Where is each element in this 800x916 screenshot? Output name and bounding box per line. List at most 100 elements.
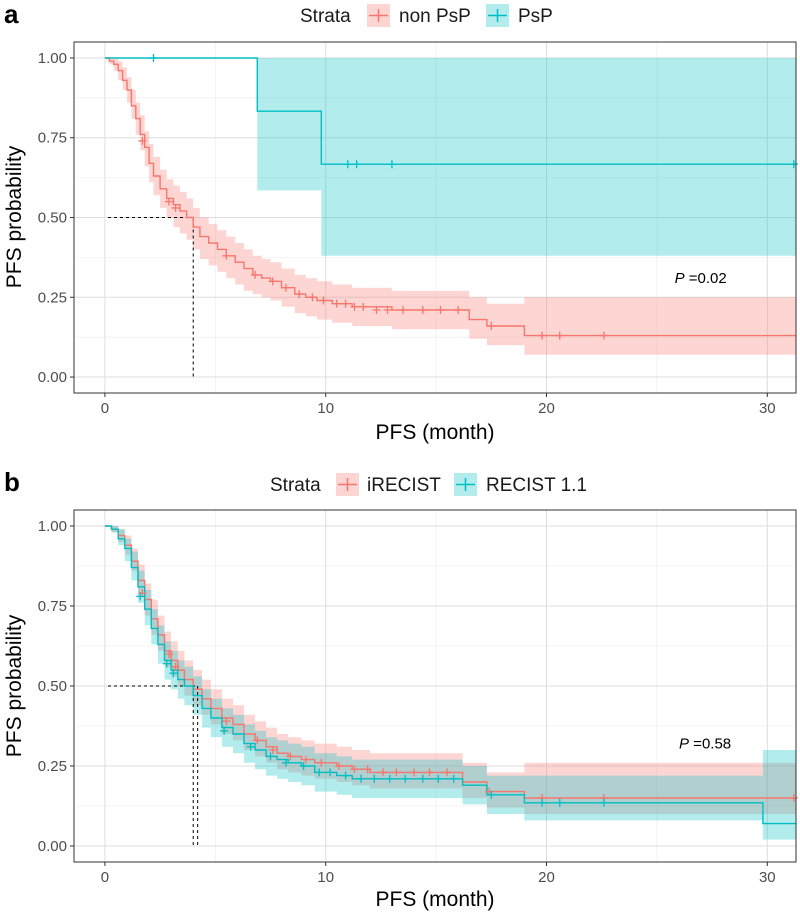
- series-line-0: [104, 525, 796, 799]
- panel-b-bands: [104, 526, 796, 840]
- censor-mark: [295, 290, 304, 299]
- panel-b-legend-title: Strata: [270, 475, 321, 496]
- series-line-1: [104, 57, 796, 165]
- censor-mark: [251, 270, 260, 279]
- censor-mark: [308, 293, 317, 302]
- censor-mark: [281, 283, 290, 292]
- censor-mark: [268, 277, 277, 286]
- y-tick-label: 0.00: [38, 369, 67, 386]
- censor-mark: [341, 299, 350, 308]
- censor-mark: [350, 765, 359, 774]
- x-tick-label: 20: [538, 400, 555, 417]
- censor-mark: [487, 790, 496, 799]
- panel-b-label: b: [4, 467, 20, 497]
- censor-mark: [343, 160, 352, 169]
- censor-mark: [220, 726, 229, 735]
- censor-mark: [418, 774, 427, 783]
- x-tick-label: 0: [101, 869, 109, 886]
- censor-mark: [443, 768, 452, 777]
- censor-mark: [418, 306, 427, 315]
- y-tick-label: 0.25: [38, 289, 67, 306]
- panel-b-curves: [104, 525, 796, 825]
- panel-a-x-axis-title: PFS (month): [375, 421, 494, 444]
- legend-key-recist: [454, 473, 477, 496]
- panel-b-y-axis-title: PFS probability: [3, 614, 26, 757]
- panel-a-median-lines: [108, 217, 194, 378]
- censor-mark: [436, 306, 445, 315]
- legend-key-irecist: [336, 473, 359, 496]
- panel-b-p-value: P =0.58: [679, 736, 731, 753]
- censor-mark: [454, 306, 463, 315]
- legend-label-psp: PsP: [518, 6, 553, 27]
- y-tick-label: 0.75: [38, 130, 67, 147]
- censor-mark: [359, 302, 368, 311]
- confidence-band-0: [104, 526, 796, 814]
- panel-a-axes: 0.00 0.25 0.50 0.75 1.00 0 10 20 30: [38, 50, 776, 417]
- censor-mark: [352, 160, 361, 169]
- censor-mark: [332, 299, 341, 308]
- panel-a-p-value: P =0.02: [675, 270, 727, 287]
- censor-mark: [398, 306, 407, 315]
- y-tick-label: 0.25: [38, 758, 67, 775]
- legend-label-non-psp: non PsP: [399, 6, 471, 27]
- censor-mark: [315, 768, 324, 777]
- panel-a-p-text: =0.02: [685, 270, 727, 287]
- censor-mark: [319, 296, 328, 305]
- panel-a-curves: [104, 57, 796, 337]
- panel-a-p-symbol: P: [675, 270, 685, 287]
- panel-b-p-text: =0.58: [689, 736, 731, 753]
- censor-mark: [246, 742, 255, 751]
- y-tick-label: 1.00: [38, 50, 67, 67]
- censor-mark: [341, 771, 350, 780]
- panel-b-axes: 0.00 0.25 0.50 0.75 1.00 0 10 20 30: [38, 518, 776, 886]
- y-tick-label: 0.75: [38, 598, 67, 615]
- censor-mark: [164, 197, 173, 206]
- series-line-0: [104, 57, 796, 337]
- panel-b-censor-marks: [136, 589, 798, 807]
- censor-mark: [171, 662, 180, 671]
- confidence-band-1: [104, 58, 796, 256]
- censor-mark: [301, 755, 310, 764]
- y-tick-label: 0.00: [38, 838, 67, 855]
- censor-mark: [363, 765, 372, 774]
- series-line-1: [104, 525, 796, 825]
- censor-mark: [538, 798, 547, 807]
- censor-mark: [372, 306, 381, 315]
- panel-b: b Strata iRECIST RECIST 1.1 P =0.58 0.00…: [3, 467, 798, 911]
- x-tick-label: 20: [538, 869, 555, 886]
- censor-mark: [370, 774, 379, 783]
- x-tick-label: 30: [759, 869, 776, 886]
- censor-mark: [334, 762, 343, 770]
- x-tick-label: 10: [317, 400, 334, 417]
- panel-a-legend-title: Strata: [300, 6, 351, 27]
- legend-key-non-psp: [367, 4, 390, 27]
- censor-mark: [222, 251, 231, 260]
- censor-mark: [317, 758, 326, 767]
- censor-mark: [286, 752, 295, 761]
- censor-mark: [555, 331, 564, 340]
- panel-b-grid: [74, 510, 796, 862]
- legend-key-psp: [486, 4, 509, 27]
- censor-mark: [383, 306, 392, 315]
- censor-mark: [299, 762, 308, 770]
- censor-mark: [149, 53, 158, 62]
- panel-b-legend: Strata iRECIST RECIST 1.1: [270, 473, 587, 496]
- panel-a-label: a: [4, 0, 19, 29]
- censor-mark: [162, 659, 171, 668]
- censor-mark: [281, 758, 290, 767]
- y-tick-label: 0.50: [38, 210, 67, 227]
- censor-mark: [268, 746, 277, 754]
- censor-mark: [401, 774, 410, 783]
- censor-mark: [385, 774, 394, 783]
- censor-mark: [599, 331, 608, 340]
- censor-mark: [410, 768, 419, 777]
- censor-mark: [387, 160, 396, 169]
- censor-mark: [379, 768, 388, 777]
- legend-label-recist: RECIST 1.1: [486, 475, 587, 496]
- censor-mark: [538, 331, 547, 340]
- y-tick-label: 0.50: [38, 678, 67, 695]
- confidence-band-0: [104, 58, 796, 355]
- panel-b-median-lines: [108, 685, 199, 846]
- x-tick-label: 30: [759, 400, 776, 417]
- censor-mark: [169, 669, 178, 678]
